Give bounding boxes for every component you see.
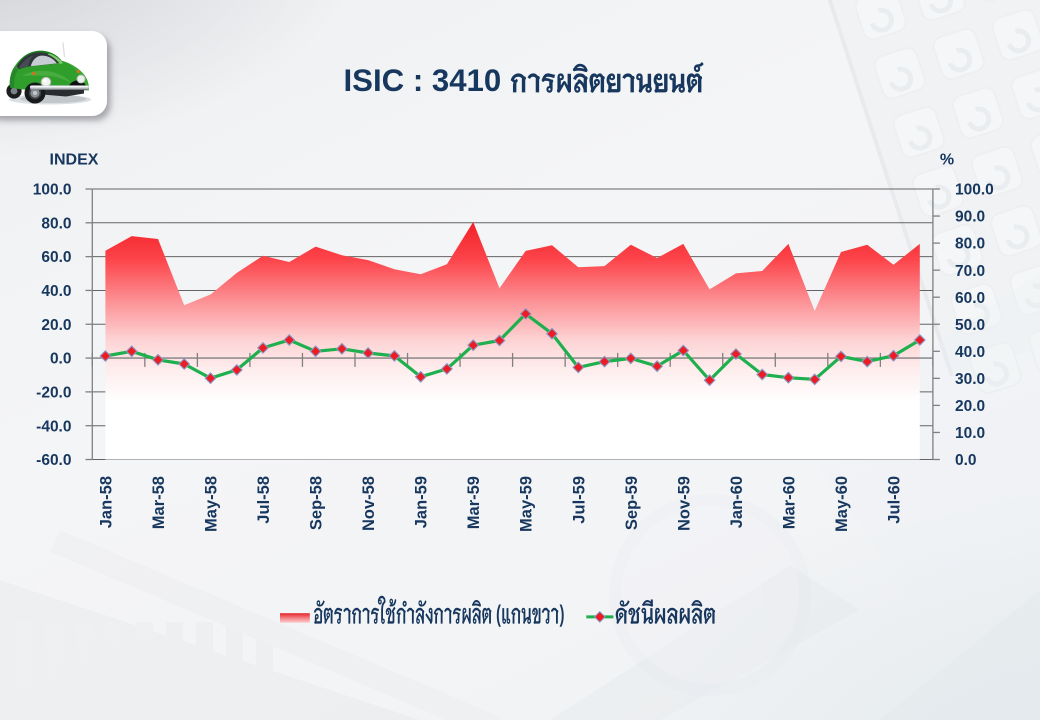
svg-text:80.0: 80.0 [41,215,71,232]
svg-text:Sep-59: Sep-59 [623,476,641,530]
svg-text:90.0: 90.0 [955,209,985,226]
svg-text:Mar-59: Mar-59 [465,476,483,529]
svg-text:40.0: 40.0 [41,283,71,300]
svg-text:0.0: 0.0 [955,452,977,469]
svg-text:60.0: 60.0 [955,290,985,307]
svg-text:20.0: 20.0 [955,398,985,415]
svg-text:Sep-58: Sep-58 [308,476,326,530]
svg-text:30.0: 30.0 [955,371,985,388]
svg-text:10.0: 10.0 [955,425,985,442]
svg-text:%: % [940,152,954,169]
svg-text:60.0: 60.0 [41,249,71,266]
svg-text:ISIC : 3410: ISIC : 3410 [344,63,502,98]
svg-text:50.0: 50.0 [955,317,985,334]
svg-text:20.0: 20.0 [41,317,71,334]
svg-text:May-59: May-59 [518,476,536,532]
svg-text:May-58: May-58 [203,476,221,532]
svg-text:40.0: 40.0 [955,344,985,361]
svg-text:Jan-59: Jan-59 [413,476,431,528]
svg-text:Mar-60: Mar-60 [780,476,798,529]
svg-text:Nov-58: Nov-58 [360,476,378,531]
svg-text:-60.0: -60.0 [36,452,71,469]
svg-text:INDEX: INDEX [50,152,99,169]
svg-text:-40.0: -40.0 [36,418,71,435]
svg-text:Jul-60: Jul-60 [886,476,904,524]
svg-text:Mar-58: Mar-58 [150,476,168,529]
svg-text:100.0: 100.0 [33,182,72,199]
svg-text:100.0: 100.0 [955,182,994,199]
svg-text:0.0: 0.0 [50,351,72,368]
svg-text:80.0: 80.0 [955,236,985,253]
svg-text:Jan-58: Jan-58 [97,476,115,528]
svg-text:Jan-60: Jan-60 [728,476,746,528]
svg-text:Nov-59: Nov-59 [675,476,693,531]
svg-text:Jul-58: Jul-58 [255,476,273,524]
svg-text:May-60: May-60 [833,476,851,532]
svg-text:-20.0: -20.0 [36,385,71,402]
svg-text:70.0: 70.0 [955,263,985,280]
svg-text:Jul-59: Jul-59 [570,476,588,524]
